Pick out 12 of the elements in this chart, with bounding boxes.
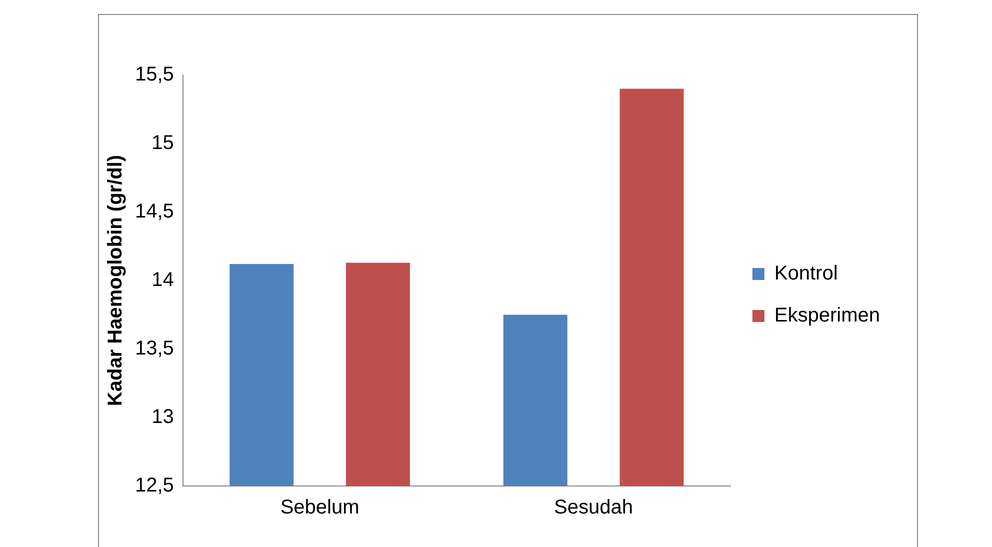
- y-tick-label: 15,5: [134, 64, 174, 86]
- legend-label: Eksperimen: [774, 304, 880, 327]
- legend-label: Kontrol: [774, 262, 838, 285]
- y-tick-label: 15: [152, 132, 174, 154]
- x-tick-label: Sesudah: [554, 496, 634, 519]
- y-tick-label: 14,5: [134, 200, 174, 223]
- y-tick-label: 14: [152, 269, 174, 292]
- y-tick-label: 12,5: [134, 474, 174, 497]
- y-tick-label: 13,5: [134, 338, 174, 360]
- y-tick-label: 13: [152, 406, 174, 428]
- x-tick-label: Sebelum: [280, 496, 360, 519]
- y-axis-title: Kadar Haemoglobin (gr/dl): [104, 154, 127, 406]
